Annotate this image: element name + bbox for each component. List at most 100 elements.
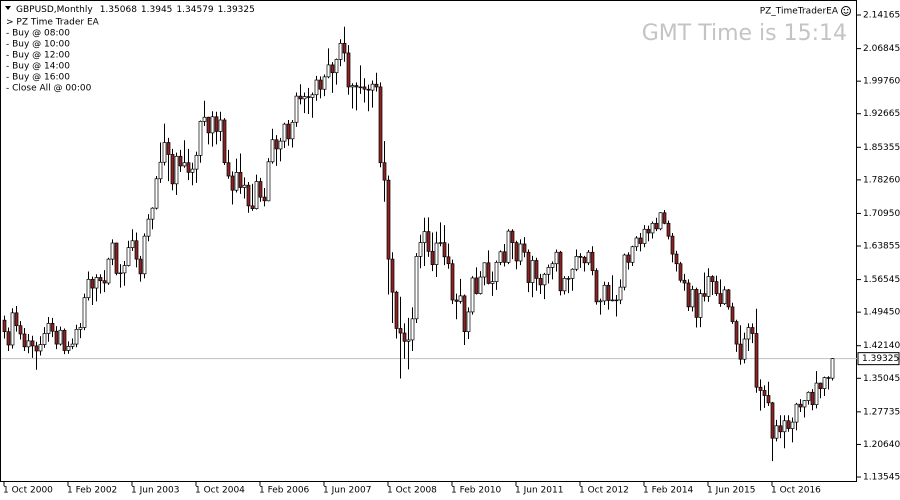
candle-body [338,42,343,60]
y-tick-label: 1.92665 [863,109,900,119]
candle-body [258,181,263,198]
x-tick-label: 1 Jun 2007 [323,486,371,496]
y-tick-label: 1.78260 [863,175,900,185]
x-tick-label: 1 Oct 2004 [195,486,245,496]
candle-body [554,251,559,265]
high-value: 1.3945 [141,5,173,15]
candle-body [206,116,211,134]
candle-body [734,321,739,345]
candle-body [114,242,119,274]
candle-body [562,278,567,292]
candle-body [742,338,747,360]
candle-body [678,263,683,281]
candle-body [78,327,83,330]
candle-body [614,299,619,302]
y-tick-label: 1.42140 [863,341,900,351]
x-tick-label: 1 Jun 2015 [707,486,755,496]
candle-body [10,312,15,346]
candle-body [322,76,327,90]
candle-body [830,358,835,379]
candle-body [766,395,771,404]
expert-line: - Buy @ 08:00 [6,29,70,39]
candle-body [366,88,371,91]
candle-body [254,181,259,209]
candle-body [458,295,463,302]
candle-body [446,256,451,265]
candle-body [706,276,711,297]
candle-body [250,205,255,209]
candle-body [582,256,587,264]
candle-body [758,386,763,391]
candle-body [26,340,31,348]
x-tick-label: 1 Oct 2008 [387,486,437,496]
candle-body [246,184,251,207]
candle-body [234,171,239,191]
smiley-icon[interactable] [841,6,851,16]
x-tick-label: 1 Oct 2012 [579,486,629,496]
candle-body [214,116,219,132]
candle-body [646,228,651,234]
candle-body [442,242,447,258]
candle-body [802,400,807,408]
x-tick-label: 1 Feb 2006 [259,486,310,496]
y-tick-label: 1.20640 [863,440,900,450]
x-tick-label: 1 Feb 2014 [643,486,694,496]
candle-body [718,293,723,305]
candle-body [770,402,775,439]
candle-body [222,119,227,164]
candle-body [386,179,391,260]
candle-body [334,59,339,74]
candle-body [710,276,715,282]
candle-body [46,323,51,334]
menu-arrow[interactable] [5,6,11,10]
candle-body [518,243,523,262]
candle-body [130,240,135,248]
candle-body [242,184,247,188]
candle-body [798,403,803,408]
candle-body [102,280,107,284]
expert-line: - Close All @ 00:00 [6,84,92,94]
x-tick-label: 1 Oct 2000 [3,486,53,496]
candle-body [354,85,359,88]
price-label: 1.39325 [862,354,899,364]
candle-body [94,277,99,289]
candle-body [302,96,307,100]
candle-body [98,277,103,282]
candle-body [694,289,699,318]
candle-body [422,231,427,243]
candle-body [314,79,319,96]
x-tick-label: 1 Oct 2016 [771,486,821,496]
expert-line: - Buy @ 14:00 [6,62,70,72]
candle-body [34,345,39,352]
candle-body [58,329,63,345]
candle-body [306,96,311,98]
candle-body [762,390,767,396]
candle-body [598,300,603,303]
candle-body [346,52,351,88]
y-tick-label: 1.13545 [863,473,900,483]
candle-body [778,425,783,433]
y-tick-label: 2.06845 [863,44,900,54]
candle-body [282,123,287,142]
candle-body [18,325,23,335]
candle-body [478,276,483,294]
y-tick-label: 1.27735 [863,407,900,417]
candle-body [22,333,27,348]
candle-body [194,155,199,170]
candle-body [438,242,443,244]
candle-body [326,64,331,78]
candle-body [526,251,531,283]
expert-line: - Buy @ 10:00 [6,40,70,50]
candle-body [506,230,511,263]
candle-body [434,242,439,265]
candle-body [530,260,535,283]
candle-body [74,329,79,345]
candle-body [550,263,555,268]
y-tick-label: 1.35045 [863,374,900,384]
candle-body [62,329,67,351]
y-tick-label: 1.70950 [863,209,900,219]
candle-body [726,289,731,308]
candle-body [142,235,147,275]
candle-body [546,267,551,275]
